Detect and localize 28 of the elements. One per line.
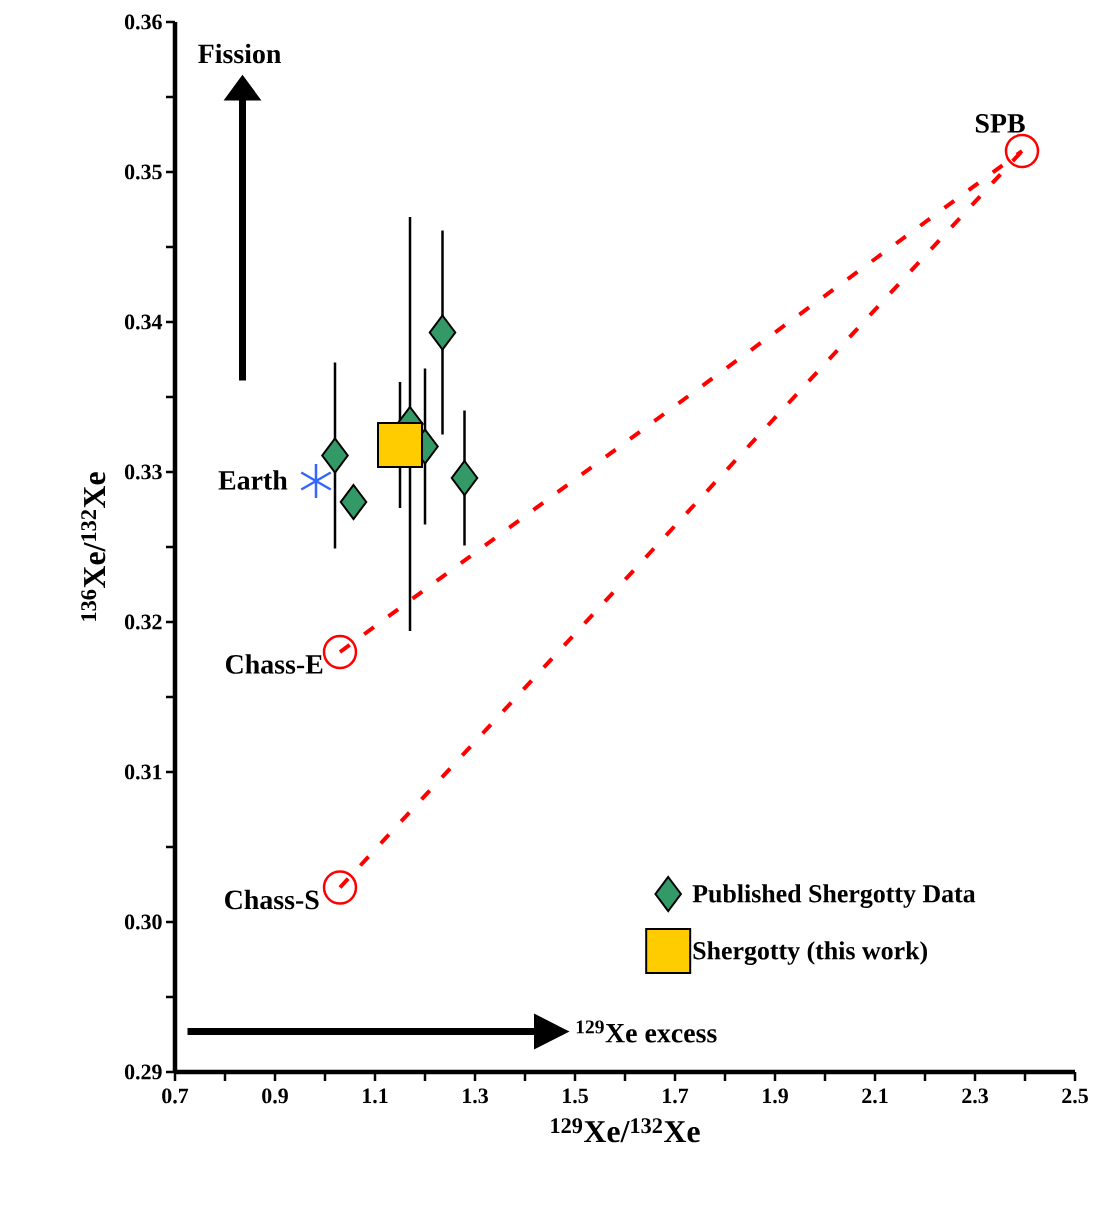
x-tick-label: 2.3 — [962, 1088, 988, 1104]
annotation: Fission — [198, 43, 281, 64]
annotation: Earth — [218, 470, 288, 490]
annotation: $^{129}$Xe excess — [576, 1020, 717, 1043]
y-tick-label: 0.35 — [124, 164, 162, 180]
y-tick-label: 0.30 — [124, 914, 162, 930]
y-tick-label: 0.33 — [124, 464, 162, 480]
x-tick-label: 2.5 — [1062, 1088, 1088, 1104]
x-tick-label: 0.7 — [162, 1088, 189, 1104]
x-axis-title: $^{129}$Xe/$^{132}$Xe — [551, 1118, 700, 1143]
y-tick-label: 0.29 — [124, 1064, 162, 1080]
y-tick-label: 0.32 — [124, 614, 162, 630]
x-tick-label: 2.1 — [862, 1088, 888, 1104]
annotation: Chass-S — [225, 889, 319, 910]
y-axis-title: $^{136}$Xe/$^{132}$Xe — [81, 472, 106, 621]
annotation: Chass-E — [225, 654, 323, 674]
y-tick-label: 0.36 — [124, 14, 162, 30]
x-tick-label: 1.5 — [563, 1088, 588, 1104]
x-tick-label: 1.3 — [463, 1088, 488, 1104]
x-tick-label: 0.9 — [262, 1088, 288, 1104]
x-tick-label: 1.9 — [763, 1088, 788, 1104]
y-tick-label: 0.34 — [124, 314, 163, 330]
annotation: SPB — [975, 114, 1025, 133]
x-tick-label: 1.7 — [663, 1088, 689, 1104]
legend-label: Published Shergotty Data — [692, 884, 976, 908]
x-tick-label: 1.1 — [363, 1088, 388, 1104]
legend-label: Shergotty (this work) — [693, 941, 927, 965]
y-tick-label: 0.31 — [124, 764, 162, 780]
